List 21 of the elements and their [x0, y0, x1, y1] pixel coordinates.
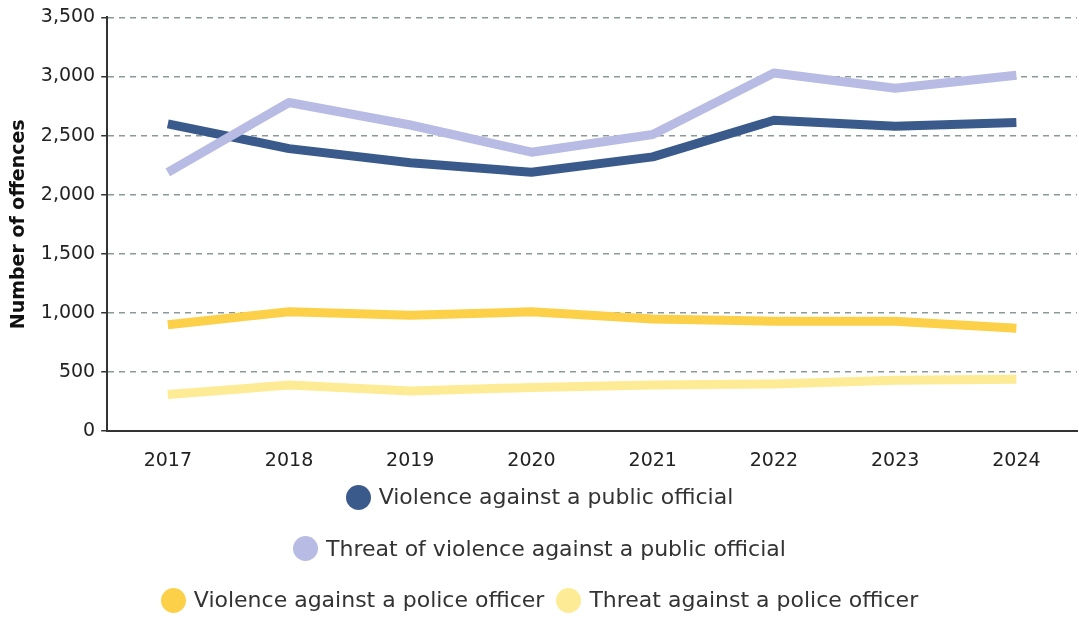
x-tick-label: 2020	[507, 447, 556, 470]
y-tick-label: 0	[83, 418, 96, 441]
legend-label: Violence against a police officer	[193, 586, 545, 614]
x-tick-label: 2021	[628, 447, 677, 470]
x-tick-label: 2023	[870, 447, 920, 470]
x-tick-label: 2024	[992, 447, 1041, 470]
y-tick-label: 2,000	[40, 181, 96, 204]
x-tick-label: 2022	[749, 447, 799, 470]
y-axis-title: Number of offences	[6, 119, 29, 330]
x-tick-label: 2019	[386, 447, 435, 470]
legend-label: Threat of violence against a public official	[326, 534, 786, 563]
y-tick-label: 1,000	[40, 299, 96, 322]
y-tick-label: 3,500	[40, 4, 96, 27]
y-tick-label: 500	[58, 359, 96, 382]
y-tick-label: 3,000	[40, 63, 96, 86]
y-tick-label: 1,500	[40, 240, 96, 263]
legend-label: Threat against a police officer	[589, 586, 919, 614]
y-tick-label: 2,500	[40, 122, 96, 145]
x-tick-label: 2018	[264, 447, 314, 470]
legend-label: Violence against a public official	[378, 483, 734, 511]
x-tick-label: 2017	[143, 447, 192, 470]
